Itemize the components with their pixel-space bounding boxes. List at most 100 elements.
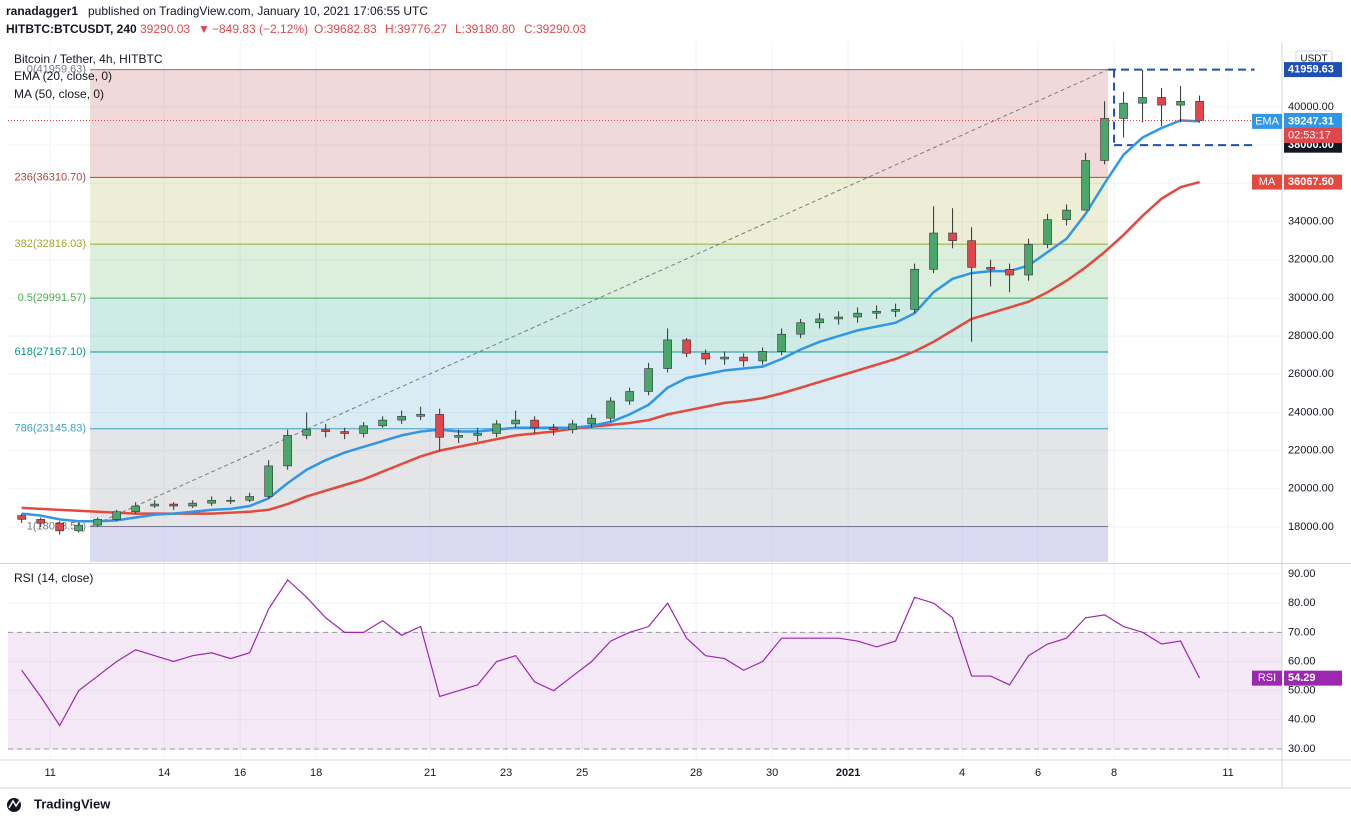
price-tag-name: RSI [1258, 672, 1276, 684]
legend-entry: EMA (20, close, 0) [14, 69, 112, 83]
legend-title: Bitcoin / Tether, 4h, HITBTC [14, 52, 163, 66]
candle-body [853, 312, 862, 318]
y-tick-label: 80.00 [1288, 597, 1316, 609]
x-tick-label: 21 [424, 767, 436, 779]
price-tag-name-box [1252, 174, 1282, 190]
candle-body [93, 519, 102, 526]
price-tag [1284, 62, 1342, 78]
candle-body [17, 515, 26, 520]
candle-body [625, 391, 634, 402]
candle-body [1100, 118, 1109, 161]
candle-body [815, 318, 824, 324]
y-tick-label: 32000.00 [1288, 254, 1334, 266]
candle-body [435, 414, 444, 438]
fib-label: 382(32816.03) [15, 238, 87, 250]
candle-body [36, 519, 45, 524]
candle-body [720, 356, 729, 360]
candle-body [1043, 219, 1052, 245]
candle-body [644, 368, 653, 392]
legend-entry: MA (50, close, 0) [14, 87, 104, 101]
candle-body [150, 503, 159, 507]
open: O:39682.83 [314, 22, 377, 36]
fib-zone [90, 244, 1108, 299]
candle-body [701, 352, 710, 360]
fib-label: 236(36310.70) [15, 171, 87, 183]
price-tag-label: 39247.31 [1288, 115, 1334, 127]
candle-body [929, 232, 938, 270]
candle-body [910, 268, 919, 310]
candle-body [492, 423, 501, 434]
candle-body [1195, 100, 1204, 121]
rsi-band [8, 632, 1282, 749]
currency: USDT [1300, 54, 1327, 65]
fib-zone [90, 177, 1108, 245]
candle-body [245, 496, 254, 501]
price-tag-label: 54.29 [1288, 672, 1316, 684]
y-tick-label: 20000.00 [1288, 483, 1334, 495]
candle-body [967, 240, 976, 268]
countdown: 02:53:17 [1288, 129, 1331, 141]
x-tick-label: 18 [310, 767, 322, 779]
fib-zone-below [90, 526, 1108, 562]
price-tag-label: 36067.50 [1288, 176, 1334, 188]
candle-body [796, 322, 805, 335]
y-tick-label: 40.00 [1288, 714, 1316, 726]
candle-body [1024, 244, 1033, 276]
fib-trend [89, 69, 1109, 528]
low: L:39180.80 [455, 22, 515, 36]
arrow: ▼ [198, 22, 210, 36]
y-tick-label: 34000.00 [1288, 215, 1334, 227]
candle-body [340, 431, 349, 434]
y-tick-label: 30000.00 [1288, 292, 1334, 304]
x-tick-label: 28 [690, 767, 702, 779]
fib-zone [90, 298, 1108, 352]
candle-body [473, 433, 482, 436]
candle-body [1138, 97, 1147, 104]
candle-body [169, 503, 178, 507]
price-tag-label: 41959.63 [1288, 63, 1334, 75]
fib-zone [90, 351, 1108, 429]
fib-label: 0(41959.63) [27, 63, 86, 75]
candle-body [1081, 160, 1090, 211]
fib-zone [90, 69, 1108, 178]
candle-body [530, 419, 539, 429]
candle-body [758, 351, 767, 362]
y-tick-label: 90.00 [1288, 568, 1316, 580]
candle-body [74, 524, 83, 532]
indicator-line [21, 119, 1200, 523]
candle-body [1005, 268, 1014, 276]
plot-layer: 11141618212325283020214681140000.0038000… [0, 42, 1351, 789]
candle-body [549, 427, 558, 430]
x-tick-label: 25 [576, 767, 588, 779]
y-tick-label: 30.00 [1288, 743, 1316, 755]
y-tick-label: 40000.00 [1288, 101, 1334, 113]
price-tag [1284, 670, 1342, 686]
candle-body [302, 429, 311, 436]
candle-body [1157, 97, 1166, 106]
candle-body [1062, 209, 1071, 220]
y-tick-label: 70.00 [1288, 626, 1316, 638]
y-tick-label: 28000.00 [1288, 330, 1334, 342]
close: C:39290.03 [524, 22, 586, 36]
price: 39290.03 [140, 22, 190, 36]
publisher: ranadagger1 [6, 4, 78, 18]
price-tag-name-box [1252, 113, 1282, 129]
candle-body [682, 339, 691, 354]
candle-body [55, 522, 64, 532]
x-tick-label: 30 [766, 767, 778, 779]
candle-body [568, 423, 577, 430]
candle-body [188, 502, 197, 507]
symbol: HITBTC:BTCUSDT, 240 [6, 22, 137, 36]
candle-body [872, 310, 881, 314]
x-tick-label: 23 [500, 767, 512, 779]
candle-body [321, 429, 330, 432]
y-tick-label: 26000.00 [1288, 368, 1334, 380]
candle-body [131, 505, 140, 513]
y-tick-label: 60.00 [1288, 655, 1316, 667]
footer-brand: TradingView [34, 796, 111, 811]
x-tick-label: 8 [1111, 767, 1117, 779]
candle-body [207, 499, 216, 504]
candle-body [663, 339, 672, 369]
